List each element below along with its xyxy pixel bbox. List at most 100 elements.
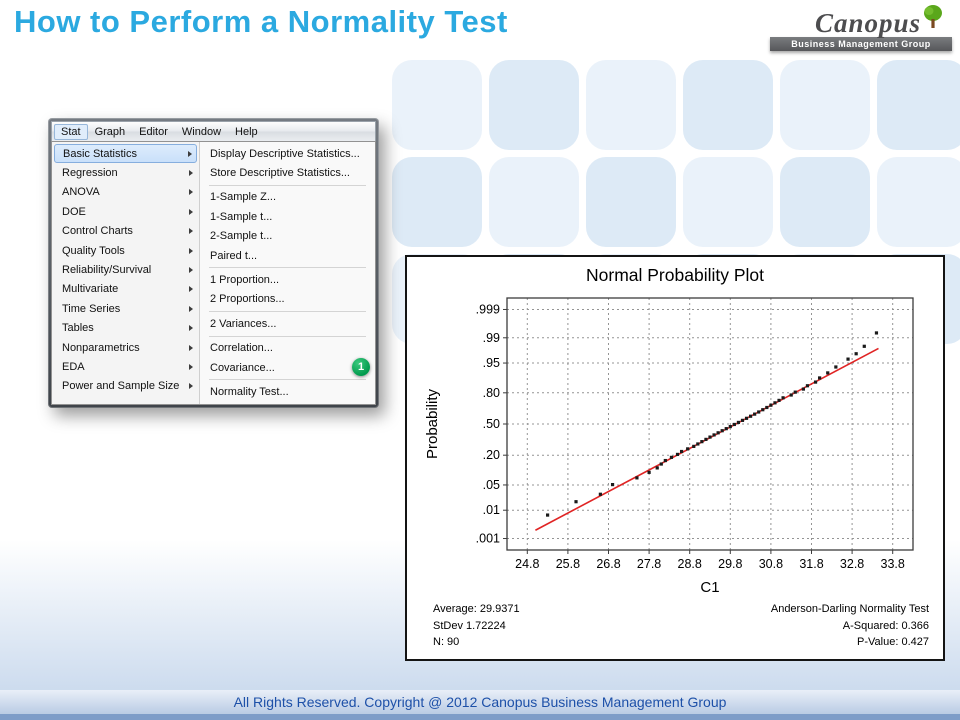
submenu-item-1-sample-z[interactable]: 1-Sample Z...: [210, 191, 277, 204]
x-tick-label: 31.8: [799, 557, 823, 571]
stat-menu-item-control-charts[interactable]: Control Charts: [52, 222, 199, 241]
x-tick-label: 30.8: [759, 557, 783, 571]
menu-item-label: Tables: [62, 322, 94, 335]
data-point: [834, 365, 838, 369]
data-point: [740, 418, 745, 422]
submenu-item-normality-test[interactable]: Normality Test...: [210, 385, 289, 398]
background-tile: [586, 157, 676, 247]
submenu-item-1-proportion[interactable]: 1 Proportion...: [210, 274, 280, 287]
data-point: [854, 352, 858, 356]
menu-separator: [209, 379, 366, 381]
menubar-item-window[interactable]: Window: [181, 125, 222, 138]
data-point: [635, 476, 639, 480]
submenu-arrow-icon: [189, 305, 193, 312]
menu-item-label: Nonparametrics: [62, 341, 140, 354]
stat-menu-item-nonparametrics[interactable]: Nonparametrics: [52, 338, 199, 357]
normal-probability-plot-panel: Normal Probability Plot 24.8 25.8 26.8 27.8…: [405, 255, 945, 661]
stat-menu-item-multivariate[interactable]: Multivariate: [52, 280, 199, 299]
copyright-text: All Rights Reserved. Copyright @ 2012 Ca…: [233, 694, 727, 710]
submenu-item-correlation[interactable]: Correlation...: [210, 342, 273, 355]
stat-menu-item-regression[interactable]: Regression: [52, 163, 199, 182]
data-point: [753, 412, 757, 416]
y-tick-label: .20: [483, 448, 500, 462]
submenu-item-2-variances[interactable]: 2 Variances...: [210, 317, 277, 330]
x-tick-label: 26.8: [596, 557, 620, 571]
menu-item-label: Basic Statistics: [63, 147, 137, 160]
footer-bar: All Rights Reserved. Copyright @ 2012 Ca…: [0, 690, 960, 720]
data-point: [777, 398, 781, 402]
stat-menu-item-eda[interactable]: EDA: [52, 357, 199, 376]
menu-item-label: DOE: [62, 205, 86, 218]
stat-menu-item-doe[interactable]: DOE: [52, 202, 199, 221]
menu-separator: [209, 335, 366, 337]
y-tick-label: .999: [476, 302, 500, 316]
y-tick-label: .05: [483, 478, 500, 492]
submenu-arrow-icon: [189, 208, 193, 215]
data-point: [696, 442, 700, 446]
submenu-arrow-icon: [189, 228, 193, 235]
stat-menu-item-anova[interactable]: ANOVA: [52, 183, 199, 202]
menu-bar: Stat Graph Editor Window Help: [51, 121, 376, 141]
submenu-item-display-descriptive-statistics[interactable]: Display Descriptive Statistics...: [210, 147, 360, 160]
x-axis-label: C1: [700, 579, 719, 596]
y-tick-label: .001: [476, 532, 500, 546]
stat-menu-item-power-and-sample-size[interactable]: Power and Sample Size: [52, 377, 199, 396]
data-point: [692, 444, 696, 448]
submenu-item-covariance[interactable]: Covariance...: [210, 361, 275, 374]
submenu-item-paired-t[interactable]: Paired t...: [210, 249, 258, 262]
data-point: [874, 331, 879, 335]
data-point: [732, 422, 736, 427]
x-tick-label: 32.8: [840, 557, 864, 571]
submenu-arrow-icon: [189, 189, 193, 196]
x-tick-label: 25.8: [556, 557, 580, 571]
x-tick-label: 27.8: [637, 557, 661, 571]
data-point: [846, 357, 850, 361]
stat-menu-item-basic-statistics[interactable]: Basic Statistics: [54, 144, 197, 164]
data-point: [793, 390, 797, 394]
tree-icon: [922, 4, 944, 37]
data-point: [765, 405, 769, 410]
stat-menu-item-reliability-survival[interactable]: Reliability/Survival: [52, 260, 199, 279]
submenu-item-2-sample-t[interactable]: 2-Sample t...: [210, 230, 273, 243]
menu-separator: [209, 184, 366, 186]
stat-line: P-Value: 0.427: [857, 636, 929, 648]
chart-stats-right: Anderson-Darling Normality Test A-Squared…: [771, 601, 929, 651]
menu-item-label: EDA: [62, 360, 85, 373]
menubar-item-graph[interactable]: Graph: [94, 125, 126, 138]
data-point: [708, 435, 712, 439]
x-tick-label: 33.8: [881, 557, 905, 571]
data-point: [716, 431, 720, 435]
y-tick-label: .95: [483, 356, 500, 370]
stat-menu-item-quality-tools[interactable]: Quality Tools: [52, 241, 199, 260]
submenu-arrow-icon: [189, 363, 193, 370]
x-tick-label: 29.8: [718, 557, 742, 571]
background-tile: [392, 60, 482, 150]
submenu-arrow-icon: [189, 247, 193, 254]
menu-item-label: Quality Tools: [62, 244, 125, 257]
stat-menu-item-time-series[interactable]: Time Series: [52, 299, 199, 318]
stat-line: Anderson-Darling Normality Test: [770, 603, 929, 615]
submenu-item-store-descriptive-statistics[interactable]: Store Descriptive Statistics...: [210, 167, 350, 180]
logo-brand-text: Canopus: [814, 8, 921, 38]
data-point: [546, 513, 550, 517]
data-point: [647, 470, 651, 474]
background-tile: [877, 157, 960, 247]
stat-line: N: 90: [433, 636, 460, 648]
menubar-item-editor[interactable]: Editor: [139, 125, 168, 138]
menubar-item-stat[interactable]: Stat: [54, 123, 88, 140]
basic-statistics-submenu: 1 Display Descriptive Statistics... Store…: [200, 142, 375, 404]
submenu-item-1-sample-t[interactable]: 1-Sample t...: [210, 210, 273, 223]
submenu-item-2-proportions[interactable]: 2 Proportions...: [210, 293, 285, 306]
y-axis-label: Probability: [424, 388, 441, 459]
data-point: [789, 393, 793, 397]
x-tick-label: 24.8: [515, 557, 539, 571]
data-point: [724, 427, 728, 431]
stat-menu-item-tables[interactable]: Tables: [52, 319, 199, 338]
minitab-menu-window: Stat Graph Editor Window Help Basic Statisti…: [48, 118, 379, 408]
menubar-item-help[interactable]: Help: [235, 125, 258, 138]
background-tile: [683, 60, 773, 150]
y-tick-label: .80: [483, 386, 500, 400]
background-tile: [780, 157, 870, 247]
data-point: [610, 482, 615, 487]
data-point: [663, 458, 667, 463]
